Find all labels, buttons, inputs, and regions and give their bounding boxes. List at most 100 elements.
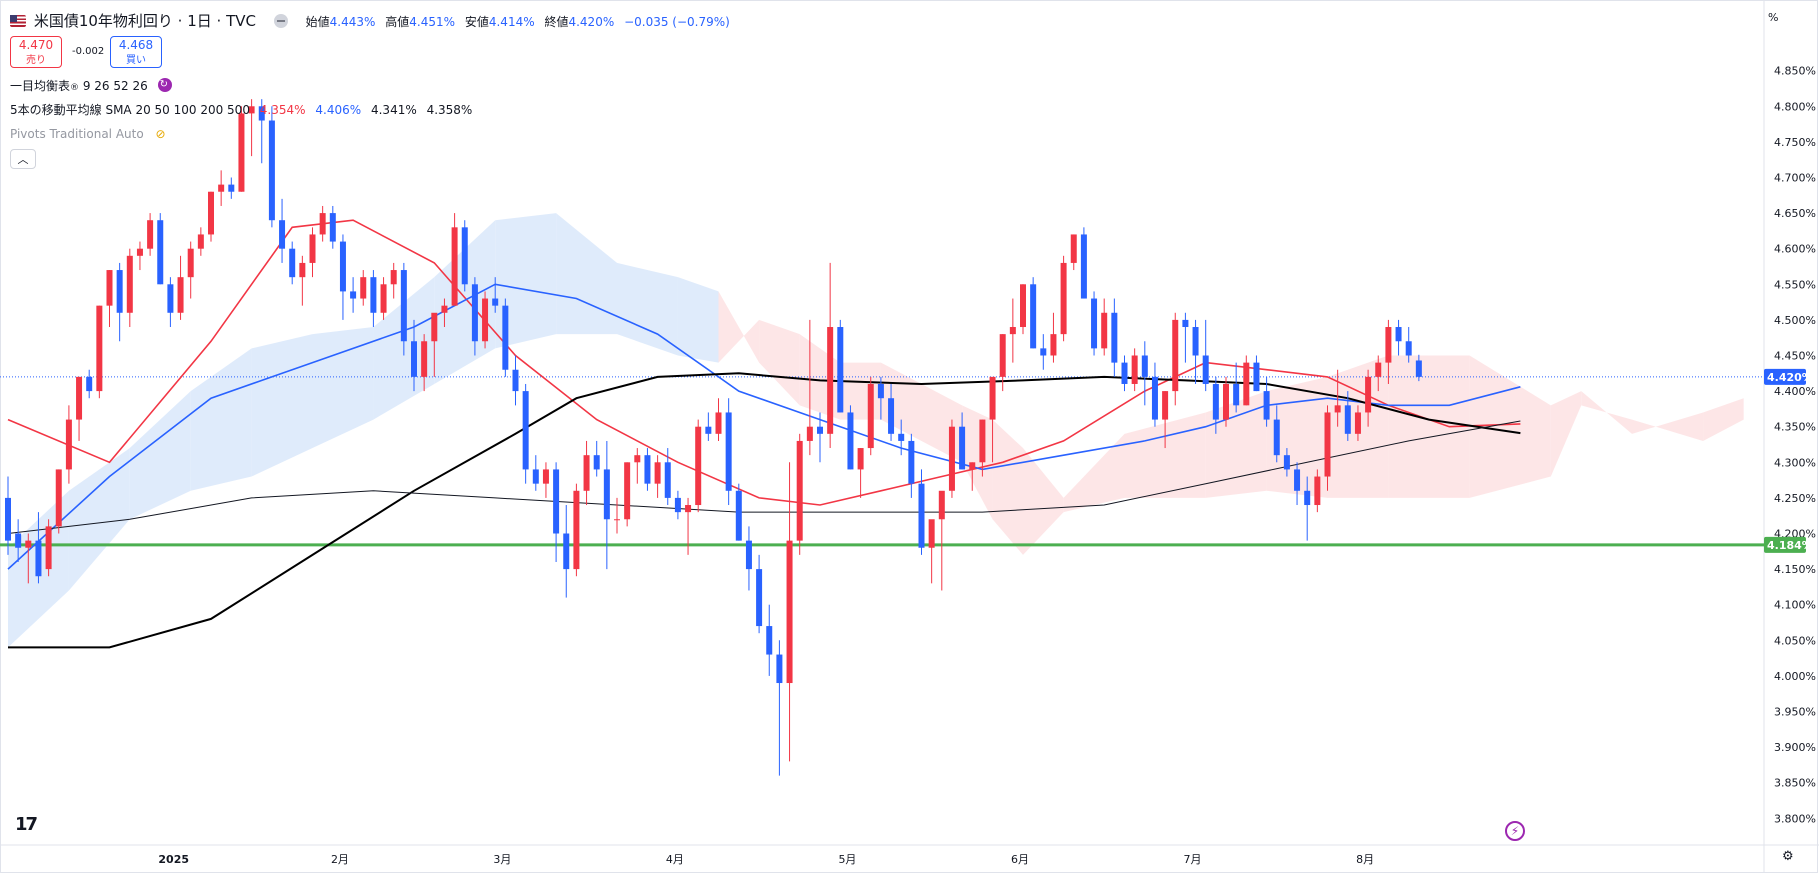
- candle-body: [1101, 312, 1108, 349]
- time-tick-label: 3月: [493, 853, 511, 866]
- candle-body: [1405, 341, 1412, 356]
- candle-body: [624, 462, 631, 520]
- candle-body: [35, 540, 42, 577]
- candle-body: [380, 284, 387, 313]
- time-tick-label: 4月: [666, 853, 684, 866]
- cloud-segment: [1023, 448, 1064, 555]
- candle-body: [614, 519, 620, 521]
- candle-body: [1354, 412, 1361, 434]
- candle-body: [634, 455, 641, 463]
- candle-body: [1223, 383, 1229, 420]
- candle-body: [685, 505, 692, 513]
- high-label: 高値: [385, 15, 410, 29]
- refresh-icon[interactable]: [157, 77, 172, 93]
- pivot-price-badge-bg: [1764, 536, 1806, 553]
- candle-body: [431, 312, 438, 342]
- candle-body: [309, 234, 316, 263]
- settings-gear-icon[interactable]: ⚙: [1782, 849, 1794, 864]
- candle-body: [542, 469, 549, 484]
- cloud-segment: [1063, 433, 1125, 513]
- candle-body: [664, 462, 671, 498]
- price-tick-label: 4.400%: [1774, 385, 1816, 398]
- candle-body: [999, 334, 1006, 377]
- high-value: 4.451%: [409, 15, 456, 29]
- cloud-segment: [1205, 391, 1267, 498]
- candle-body: [1172, 319, 1179, 392]
- us-flag-icon: [10, 15, 26, 27]
- ichimoku-legend[interactable]: 一目均衡表® 9 26 52 26: [10, 77, 172, 96]
- price-axis[interactable]: 4.850% 4.800% 4.750% 4.700% 4.650% 4.600% 4.55…: [1774, 65, 1816, 826]
- buy-price: 4.468: [118, 38, 154, 52]
- candle-body: [147, 220, 154, 249]
- candle-body: [705, 426, 712, 434]
- candle-body: [918, 483, 925, 548]
- candle-body: [339, 241, 346, 292]
- candle-body: [167, 284, 174, 313]
- candle-body: [1385, 327, 1392, 363]
- candle-body: [969, 462, 976, 470]
- collapse-legend-button[interactable]: ︿: [10, 149, 36, 169]
- tradingview-logo[interactable]: 17: [15, 814, 38, 835]
- candle-body: [451, 227, 458, 306]
- cloud-segment: [617, 262, 678, 356]
- candle-body: [989, 376, 996, 420]
- sell-label: 売り: [26, 55, 46, 66]
- time-tick-label: 6月: [1011, 853, 1029, 866]
- candle-body: [15, 533, 22, 548]
- sma200-value: 4.341%: [370, 103, 417, 117]
- price-tick-label: 4.800%: [1774, 100, 1816, 113]
- candle-body: [126, 255, 133, 313]
- candle-body: [177, 277, 184, 313]
- candle-body: [96, 305, 103, 392]
- sell-button[interactable]: 4.470 売り: [10, 36, 62, 68]
- candle-body: [776, 654, 783, 684]
- candle-body: [86, 376, 93, 392]
- cloud-segment: [962, 405, 993, 520]
- ichimoku-cloud: [8, 213, 1744, 648]
- sma50-value: 4.406%: [315, 103, 362, 117]
- cloud-segment: [556, 213, 617, 335]
- cloud-segment: [68, 448, 130, 591]
- candle-body: [492, 298, 499, 306]
- hidden-eye-icon[interactable]: ⊘: [155, 127, 166, 141]
- price-tick-label: 4.750%: [1774, 136, 1816, 149]
- price-tick-label: 4.300%: [1774, 456, 1816, 469]
- cloud-segment: [677, 277, 719, 363]
- buy-button[interactable]: 4.468 買い: [110, 36, 162, 68]
- pivots-legend[interactable]: Pivots Traditional Auto ⊘: [10, 126, 166, 142]
- time-axis[interactable]: 2025 2月 3月 4月 5月 6月 7月 8月: [158, 853, 1374, 866]
- candle-body: [197, 234, 204, 249]
- candle-body: [319, 213, 326, 235]
- percent-scale-button[interactable]: %: [1768, 11, 1779, 24]
- candle-body: [756, 569, 763, 627]
- cloud-segment: [495, 213, 557, 349]
- candle-body: [136, 248, 143, 256]
- sma-line-sma50: [7, 283, 1521, 570]
- candle-body: [593, 455, 600, 470]
- candle-body: [837, 327, 844, 413]
- candle-body: [279, 220, 286, 249]
- candle-body: [1020, 284, 1026, 328]
- candle-body: [806, 426, 813, 441]
- time-tick-label: 7月: [1184, 853, 1202, 866]
- candle-body: [329, 213, 336, 242]
- candle-body: [877, 383, 884, 399]
- symbol-header[interactable]: 米国債10年物利回り · 1日 · TVC 始値4.443% 高値4.451% …: [10, 10, 730, 31]
- candle-body: [471, 284, 478, 342]
- candle-body: [55, 469, 62, 527]
- symbol-title[interactable]: 米国債10年物利回り · 1日 · TVC: [33, 12, 256, 30]
- ichimoku-name: 一目均衡表: [10, 79, 71, 93]
- candle-body: [674, 497, 681, 513]
- candle-body: [360, 277, 367, 299]
- price-tick-label: 4.450%: [1774, 349, 1816, 362]
- price-tick-label: 4.500%: [1774, 314, 1816, 327]
- low-label: 安値: [464, 15, 489, 29]
- candle-body: [522, 391, 529, 470]
- ichimoku-registered-mark: ®: [70, 83, 80, 93]
- sma-line-sma200: [8, 372, 1521, 649]
- lightning-icon[interactable]: ⚡: [1505, 821, 1525, 841]
- candle-body: [1304, 490, 1311, 506]
- market-status-icon[interactable]: [273, 14, 288, 28]
- sma-legend[interactable]: 5本の移動平均線 SMA 20 50 100 200 500 4.354% 4.…: [10, 102, 472, 118]
